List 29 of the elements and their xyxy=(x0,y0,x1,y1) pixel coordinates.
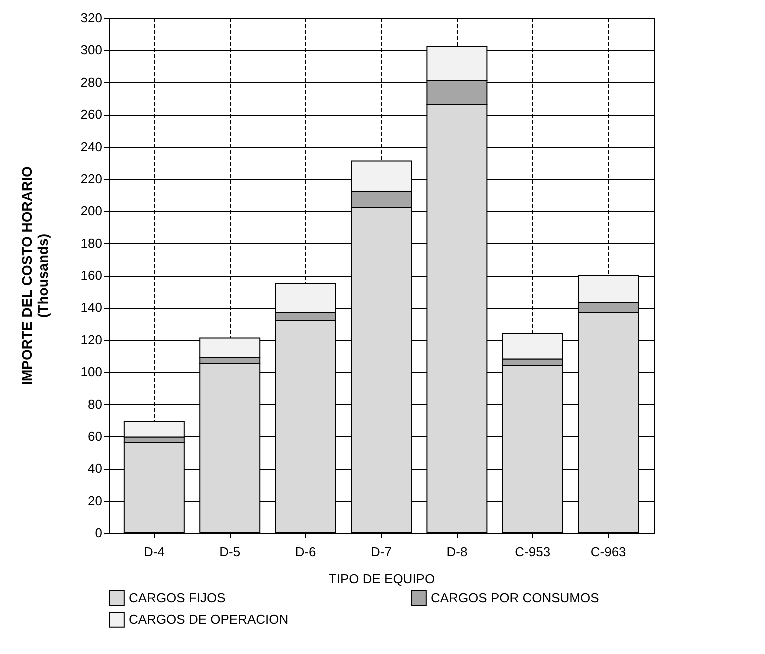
y-tick-label: 180 xyxy=(80,236,102,251)
x-tick-label: D-7 xyxy=(371,544,392,560)
y-tick-label: 260 xyxy=(80,107,102,122)
y-tick-label: 280 xyxy=(80,74,102,90)
legend-label: CARGOS POR CONSUMOS xyxy=(431,590,600,606)
y-tick-label: 100 xyxy=(80,364,102,380)
y-tick-label: 240 xyxy=(80,139,102,154)
x-tick-label: D-5 xyxy=(220,544,241,560)
x-axis-title: TIPO DE EQUIPO xyxy=(328,572,436,586)
legend-label: CARGOS DE OPERACION xyxy=(129,612,289,627)
y-tick-label: 20 xyxy=(88,493,102,508)
y-tick-label: 0 xyxy=(95,526,102,540)
y-tick-label: 120 xyxy=(80,332,102,348)
y-tick-label: 300 xyxy=(80,42,102,58)
y-tick-label: 80 xyxy=(88,396,102,412)
x-tick-label: D-8 xyxy=(446,544,468,560)
x-tick-label: D-6 xyxy=(295,544,316,560)
y-tick-label: 220 xyxy=(80,171,102,186)
y-tick-label: 320 xyxy=(80,10,102,26)
y-axis-title: IMPORTE DEL COSTO HORARIO (Thousands) xyxy=(18,166,51,386)
x-tick-label: D-4 xyxy=(144,544,165,560)
y-tick-label: 40 xyxy=(88,461,102,476)
x-tick-label: C-953 xyxy=(515,544,551,560)
y-tick-label: 60 xyxy=(88,428,102,444)
x-tick-label: C-963 xyxy=(590,544,626,560)
y-tick-label: 160 xyxy=(80,268,102,283)
y-tick-label: 140 xyxy=(80,300,102,316)
legend-label: CARGOS FIJOS xyxy=(129,590,226,606)
y-tick-label: 200 xyxy=(80,204,102,219)
